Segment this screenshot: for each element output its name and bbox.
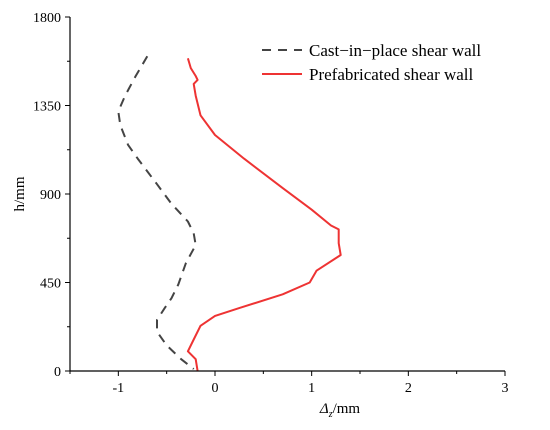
legend: Cast−in−place shear wall Prefabricated sh… [262,41,481,84]
y-axis-title: h/mm [12,176,28,211]
y-tick-label: 1800 [33,11,61,26]
x-tick-label: 2 [405,381,412,396]
x-tick-label: 0 [212,381,219,396]
y-tick-label: 0 [54,365,61,380]
plot-lines [117,55,342,372]
legend-label-2: Prefabricated shear wall [309,65,474,84]
series-line-1 [117,55,197,370]
x-axis-title-main: Δ [319,401,329,417]
y-tick-label: 900 [40,188,61,203]
x-tick-label: 1 [308,381,315,396]
y-tick-label: 1350 [33,100,61,115]
x-tick-label: -1 [112,381,124,396]
ticks: -1 0 1 2 3 0 450 900 1350 1800 [33,11,509,396]
x-axis-title-unit: /mm [333,401,361,417]
x-tick-label: 3 [502,381,509,396]
series-line-2 [186,58,342,372]
legend-label-1: Cast−in−place shear wall [309,41,481,60]
x-axis-title: Δz/mm [319,401,361,420]
y-tick-label: 450 [40,277,61,292]
x-axis-title-sub: z [328,409,333,420]
